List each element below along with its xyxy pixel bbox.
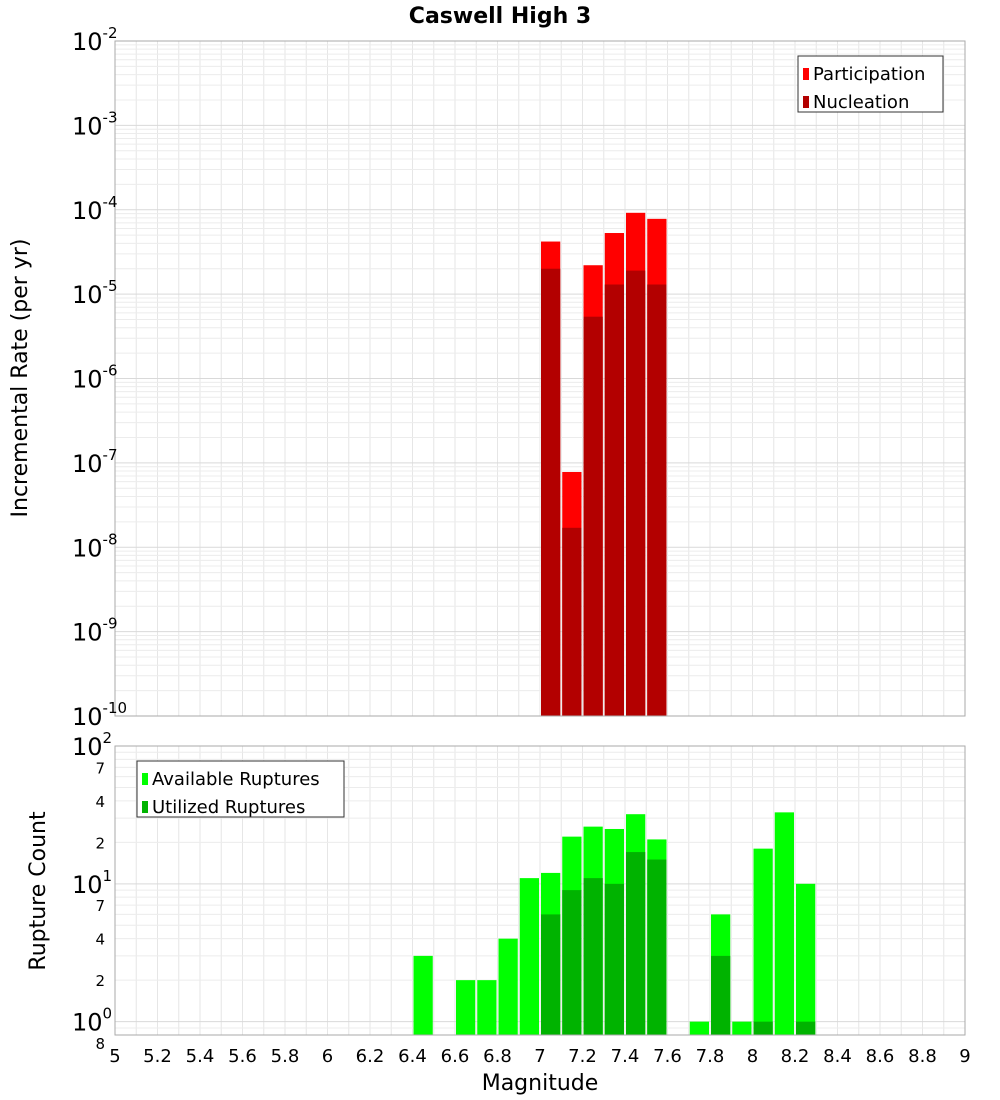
y-minor-tick-label: 4 [95, 793, 105, 811]
y-minor-tick-label: 8 [95, 1035, 105, 1053]
bar-series1 [519, 878, 539, 1035]
legend-swatch [142, 773, 148, 785]
bottom-y-axis-label: Rupture Count [26, 811, 51, 971]
legend-entry: Available Ruptures [152, 769, 320, 790]
bar-series2 [583, 316, 603, 716]
bar-series2 [541, 914, 561, 1035]
legend: Available Ruptures Utilized Ruptures [136, 760, 345, 818]
legend-swatch [142, 801, 148, 813]
y-tick-label: 101 [72, 867, 112, 899]
x-tick-label: 8 [747, 1046, 758, 1067]
y-tick-label: 102 [72, 729, 112, 761]
bar-series2 [541, 268, 561, 716]
y-minor-tick-label: 7 [95, 759, 105, 777]
x-tick-label: 6.8 [483, 1046, 512, 1067]
y-tick-label: 10-7 [72, 446, 118, 478]
bar-series2 [604, 883, 624, 1035]
x-tick-label: 7.8 [696, 1046, 725, 1067]
bar-series2 [583, 878, 603, 1035]
plot-border [114, 745, 966, 1036]
bar-series2 [562, 527, 582, 716]
bar-series2 [626, 852, 646, 1035]
legend-entry: Nucleation [813, 92, 909, 113]
legend-box [797, 55, 944, 113]
x-axis-label: Magnitude [482, 1071, 599, 1096]
legend: Participation Nucleation [797, 55, 944, 113]
bar-series2 [647, 284, 667, 716]
y-tick-label: 10-9 [72, 615, 118, 647]
x-tick-label: 6 [322, 1046, 333, 1067]
bar-series2 [647, 859, 667, 1035]
x-tick-label: 8.4 [823, 1046, 852, 1067]
x-tick-label: 7 [534, 1046, 545, 1067]
legend-box [136, 760, 345, 818]
y-minor-tick-label: 7 [95, 897, 105, 915]
bar-series1 [477, 980, 497, 1035]
legend-entry: Utilized Ruptures [152, 797, 305, 818]
x-tick-label: 8.2 [781, 1046, 810, 1067]
x-tick-label: 9 [959, 1046, 970, 1067]
bars [413, 812, 816, 1035]
y-tick-label: 10-3 [72, 108, 118, 140]
bar-series1 [689, 1021, 709, 1035]
x-axis-ticks: 5 5.2 5.4 5.6 5.8 6 6.2 6.4 6.6 6.8 7 7.2 7.4 7.6 7.8 8… [109, 1046, 970, 1067]
legend-swatch [803, 96, 809, 108]
legend-entry: Participation [813, 64, 925, 85]
y-tick-label: 10-8 [72, 530, 118, 562]
bar-series2 [796, 1021, 816, 1035]
bar-series2 [753, 1021, 773, 1035]
x-tick-label: 5.2 [143, 1046, 172, 1067]
bar-series1 [413, 955, 433, 1035]
incremental-rate-panel: 10-10 10-9 10-8 10-7 10-6 10-5 10-4 10-3 10-2 Par… [72, 24, 966, 731]
y-axis-ticks: 10-10 10-9 10-8 10-7 10-6 10-5 10-4 10-3 10-2 [72, 24, 127, 731]
bar-series2 [711, 955, 731, 1035]
x-tick-label: 5.8 [271, 1046, 300, 1067]
chart-title: Caswell High 3 [409, 4, 591, 29]
y-axis-ticks: 102 101 100 7 4 2 7 4 2 8 [72, 729, 112, 1053]
x-tick-label: 5 [109, 1046, 120, 1067]
x-tick-label: 7.2 [568, 1046, 597, 1067]
y-minor-tick-label: 4 [95, 931, 105, 949]
bar-series2 [626, 270, 646, 716]
bar-series1 [753, 848, 773, 1035]
x-tick-label: 5.6 [228, 1046, 257, 1067]
x-tick-label: 8.6 [866, 1046, 895, 1067]
grid [114, 40, 966, 717]
x-tick-label: 6.2 [356, 1046, 385, 1067]
bar-series1 [732, 1021, 752, 1035]
bars [541, 212, 667, 717]
y-tick-label: 10-4 [72, 193, 118, 225]
top-y-axis-label: Incremental Rate (per yr) [8, 239, 33, 518]
y-tick-label: 10-6 [72, 362, 118, 394]
y-tick-label: 10-5 [72, 277, 118, 309]
x-tick-label: 7.6 [653, 1046, 682, 1067]
x-tick-label: 8.8 [908, 1046, 937, 1067]
y-tick-label: 100 [72, 1005, 112, 1037]
x-tick-label: 6.4 [398, 1046, 427, 1067]
y-tick-label: 10-10 [72, 699, 127, 731]
plot-border [114, 40, 966, 717]
x-tick-label: 7.4 [611, 1046, 640, 1067]
legend-swatch [803, 68, 809, 80]
x-tick-label: 5.4 [186, 1046, 215, 1067]
bar-series1 [796, 883, 816, 1035]
y-tick-label: 10-2 [72, 24, 118, 56]
bar-series1 [456, 980, 476, 1035]
y-minor-tick-label: 2 [95, 834, 105, 852]
bar-series2 [562, 890, 582, 1035]
bar-series2 [604, 284, 624, 716]
bar-series1 [498, 938, 518, 1035]
bar-series1 [774, 812, 794, 1035]
y-minor-tick-label: 2 [95, 972, 105, 990]
x-tick-label: 6.6 [441, 1046, 470, 1067]
